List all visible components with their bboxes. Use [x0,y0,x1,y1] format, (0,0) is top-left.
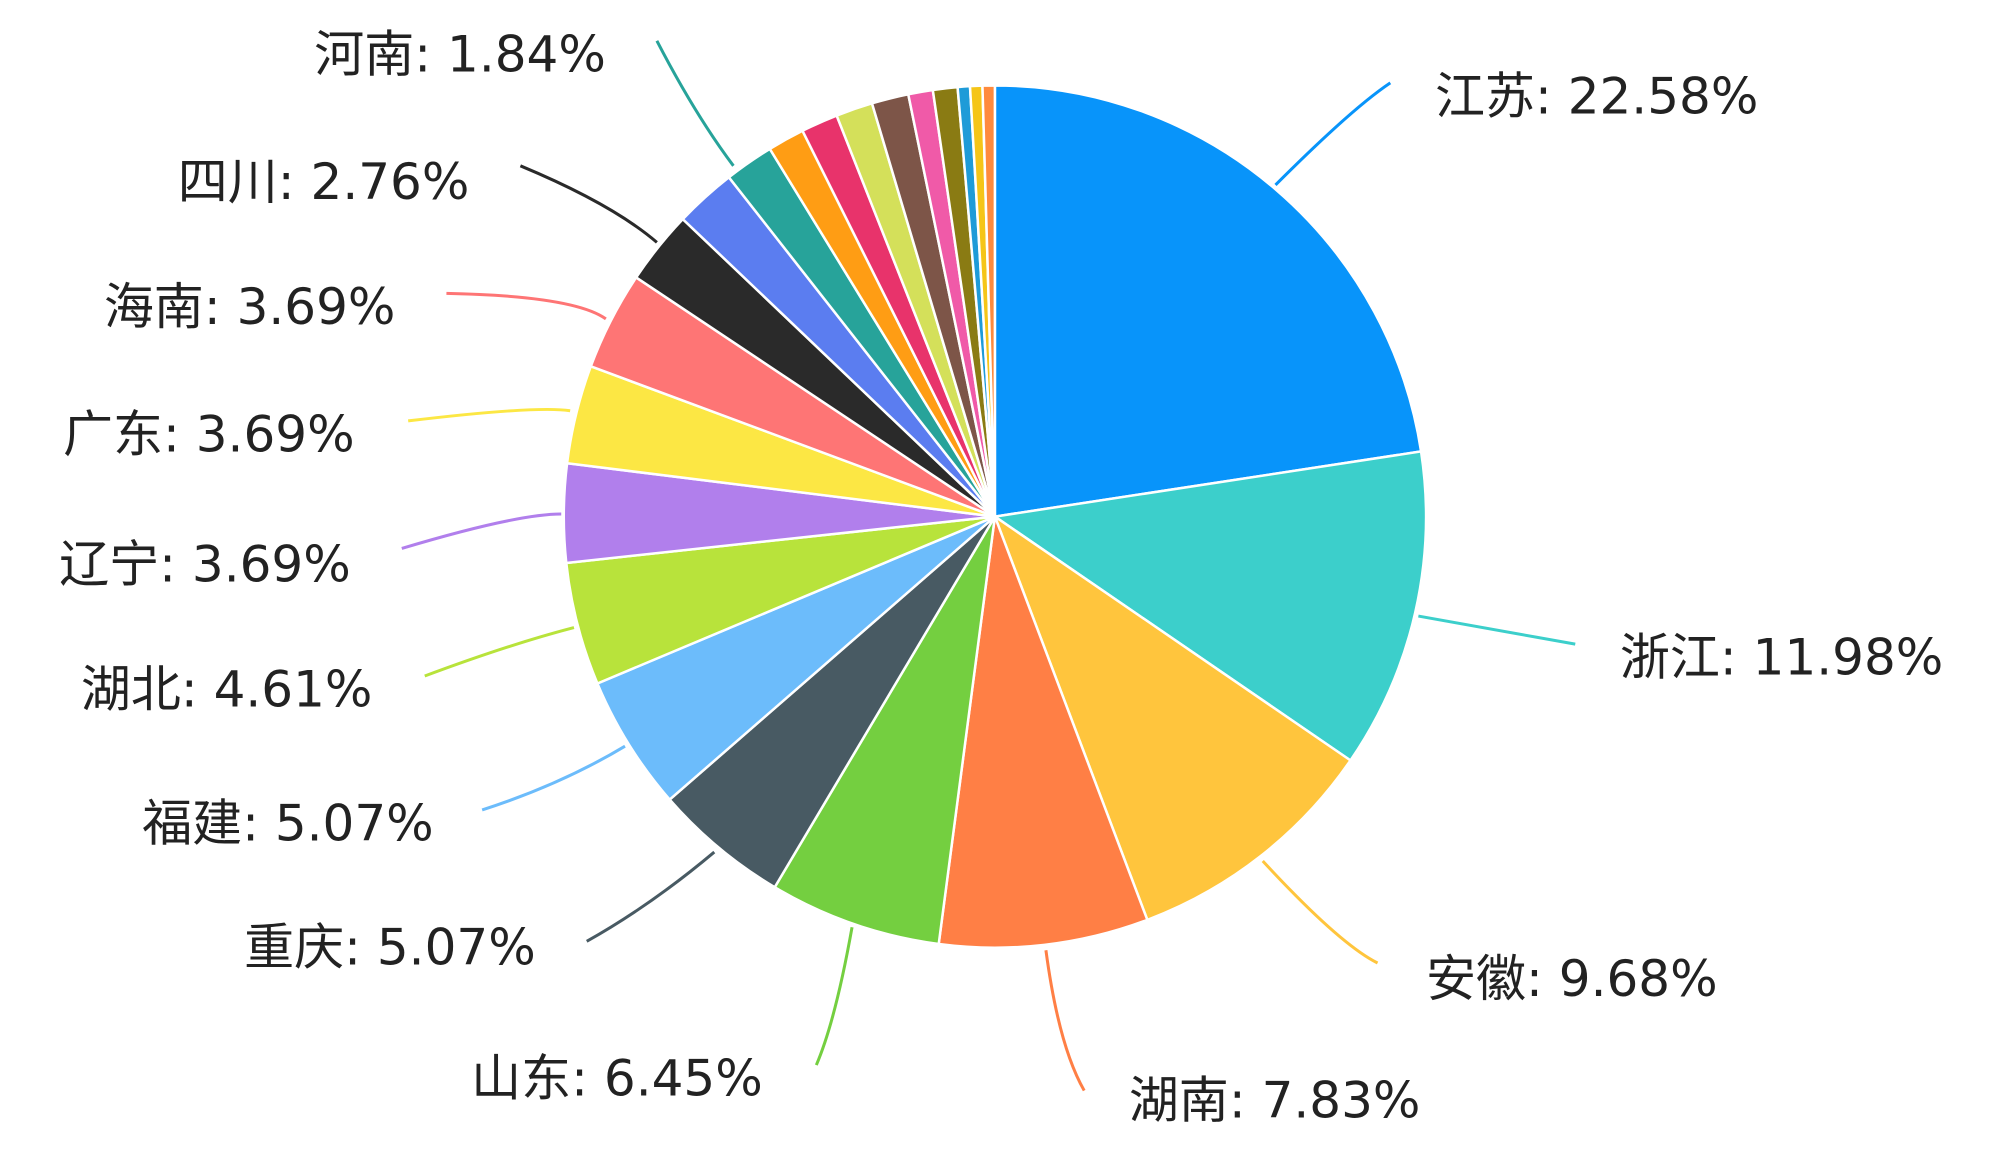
label-category: 江苏 [1435,67,1535,125]
label-category: 福建 [142,794,242,852]
pie-slice [993,84,1423,519]
pie-slice [981,84,997,517]
label-value: 4.61% [214,660,373,718]
slice-label: 海南: 3.69% [104,277,396,335]
pie-slice [991,449,1428,763]
label-separator: : [278,152,311,210]
label-value: 6.45% [604,1049,763,1107]
label-value: 11.98% [1753,628,1944,686]
label-value: 22.58% [1568,67,1759,125]
leader-line [1274,81,1392,187]
slice-label: 辽宁: 3.69% [59,535,351,593]
label-separator: : [344,918,377,976]
slice-label: 广东: 3.69% [63,405,355,463]
label-separator: : [1720,628,1753,686]
slice-label: 福建: 5.07% [142,794,434,852]
slice-label: 湖北: 4.61% [81,660,373,718]
slice-label: 湖南: 7.83% [1129,1071,1421,1129]
label-value: 9.68% [1559,950,1718,1008]
pie-slice [772,515,997,946]
leader-line [1261,859,1379,965]
label-separator: : [1535,67,1568,125]
slice-label: 重庆: 5.07% [244,918,536,976]
label-separator: : [163,405,196,463]
slice-label: 浙江: 11.98% [1620,628,1943,686]
label-value: 3.69% [196,405,355,463]
label-value: 3.69% [237,277,396,335]
slice-label: 江苏: 22.58% [1435,67,1758,125]
leader-line [519,164,658,244]
label-value: 2.76% [311,152,470,210]
leader-line [1418,614,1576,646]
pie-slice [992,513,1353,922]
label-separator: : [571,1049,604,1107]
pie-slice [937,516,1149,949]
leader-line [814,927,854,1066]
label-category: 山东 [471,1049,571,1107]
label-value: 5.07% [275,794,434,852]
leader-line [1044,950,1086,1092]
label-separator: : [1229,1071,1262,1129]
label-category: 浙江 [1620,628,1720,686]
slice-label: 安徽: 9.68% [1426,950,1718,1008]
label-category: 湖南 [1129,1071,1229,1129]
leader-line [655,40,735,167]
label-category: 湖北 [81,660,181,718]
leader-line [424,626,575,678]
label-category: 河南 [314,25,414,83]
label-separator: : [242,794,275,852]
label-category: 辽宁 [59,535,159,593]
leader-line [401,512,562,550]
leader-line [446,291,607,321]
label-value: 5.07% [377,918,536,976]
leader-line [407,407,571,423]
label-value: 3.69% [192,535,351,593]
label-value: 1.84% [447,25,606,83]
slice-label: 山东: 6.45% [471,1049,763,1107]
label-separator: : [414,25,447,83]
label-separator: : [204,277,237,335]
label-separator: : [159,535,192,593]
label-category: 重庆 [244,918,344,976]
label-separator: : [181,660,214,718]
label-category: 安徽 [1426,950,1526,1008]
slice-label: 四川: 2.76% [178,152,470,210]
label-value: 7.83% [1262,1071,1421,1129]
leader-line [586,850,716,943]
label-category: 四川 [178,152,278,210]
label-category: 海南 [104,277,204,335]
slice-label: 河南: 1.84% [314,25,606,83]
label-category: 广东 [63,405,163,463]
label-separator: : [1526,950,1559,1008]
leader-line [481,744,626,812]
